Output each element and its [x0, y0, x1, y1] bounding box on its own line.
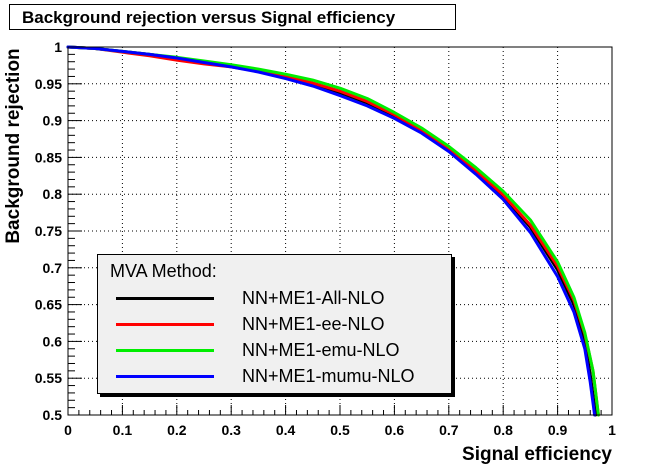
y-tick-label: 0.9: [43, 113, 63, 129]
y-tick-label: 0.55: [35, 370, 62, 386]
legend-title: MVA Method:: [110, 261, 217, 281]
legend-entry: NN+ME1-mumu-NLO: [116, 365, 446, 389]
legend-label: NN+ME1-mumu-NLO: [242, 366, 415, 386]
x-tick-label: 0: [64, 422, 72, 438]
x-axis-ticks: 0 0.1 0.2 0.3 0.4 0.5 0.6 0.7 0.8 0.9 1: [64, 405, 616, 438]
legend-entry: NN+ME1-All-NLO: [116, 287, 446, 311]
y-axis-ticks: 0.5 0.55 0.6 0.65 0.7 0.75 0.8 0.85 0.9 0.95 1: [35, 39, 82, 423]
y-tick-label: 0.8: [43, 186, 63, 202]
x-tick-label: 1: [608, 422, 616, 438]
legend-label: NN+ME1-ee-NLO: [242, 314, 385, 334]
y-tick-label: 0.75: [35, 223, 62, 239]
y-axis-label: Background rejection: [3, 48, 24, 244]
chart-title-box: Background rejection versus Signal effic…: [9, 4, 456, 30]
legend-label: NN+ME1-emu-NLO: [242, 340, 400, 360]
y-tick-label: 0.6: [43, 333, 63, 349]
legend-label: NN+ME1-All-NLO: [242, 288, 385, 308]
x-axis-label: Signal efficiency: [462, 444, 612, 465]
x-tick-label: 0.1: [113, 422, 133, 438]
legend-entry: NN+ME1-emu-NLO: [116, 339, 446, 363]
y-tick-label: 0.65: [35, 297, 62, 313]
legend: MVA Method: NN+ME1-All-NLO NN+ME1-ee-NLO…: [97, 254, 452, 394]
chart-title: Background rejection versus Signal effic…: [22, 8, 396, 27]
legend-swatch: [116, 349, 214, 352]
y-tick-label: 0.7: [43, 260, 63, 276]
legend-swatch: [116, 323, 214, 326]
series-line: [66, 45, 600, 417]
x-tick-label: 0.9: [548, 422, 568, 438]
x-tick-label: 0.8: [493, 422, 513, 438]
x-tick-label: 0.4: [276, 422, 296, 438]
x-tick-label: 0.6: [385, 422, 405, 438]
x-tick-label: 0.3: [221, 422, 241, 438]
legend-entry: NN+ME1-ee-NLO: [116, 313, 446, 337]
roc-curves: [66, 45, 600, 417]
series-line: [66, 45, 597, 417]
legend-swatch: [116, 375, 214, 378]
x-tick-label: 0.7: [439, 422, 459, 438]
y-tick-label: 1: [54, 39, 62, 55]
y-tick-label: 0.5: [43, 407, 63, 423]
legend-swatch: [116, 297, 214, 300]
y-tick-label: 0.95: [35, 76, 62, 92]
y-tick-label: 0.85: [35, 149, 62, 165]
x-tick-label: 0.5: [330, 422, 350, 438]
x-tick-label: 0.2: [167, 422, 187, 438]
